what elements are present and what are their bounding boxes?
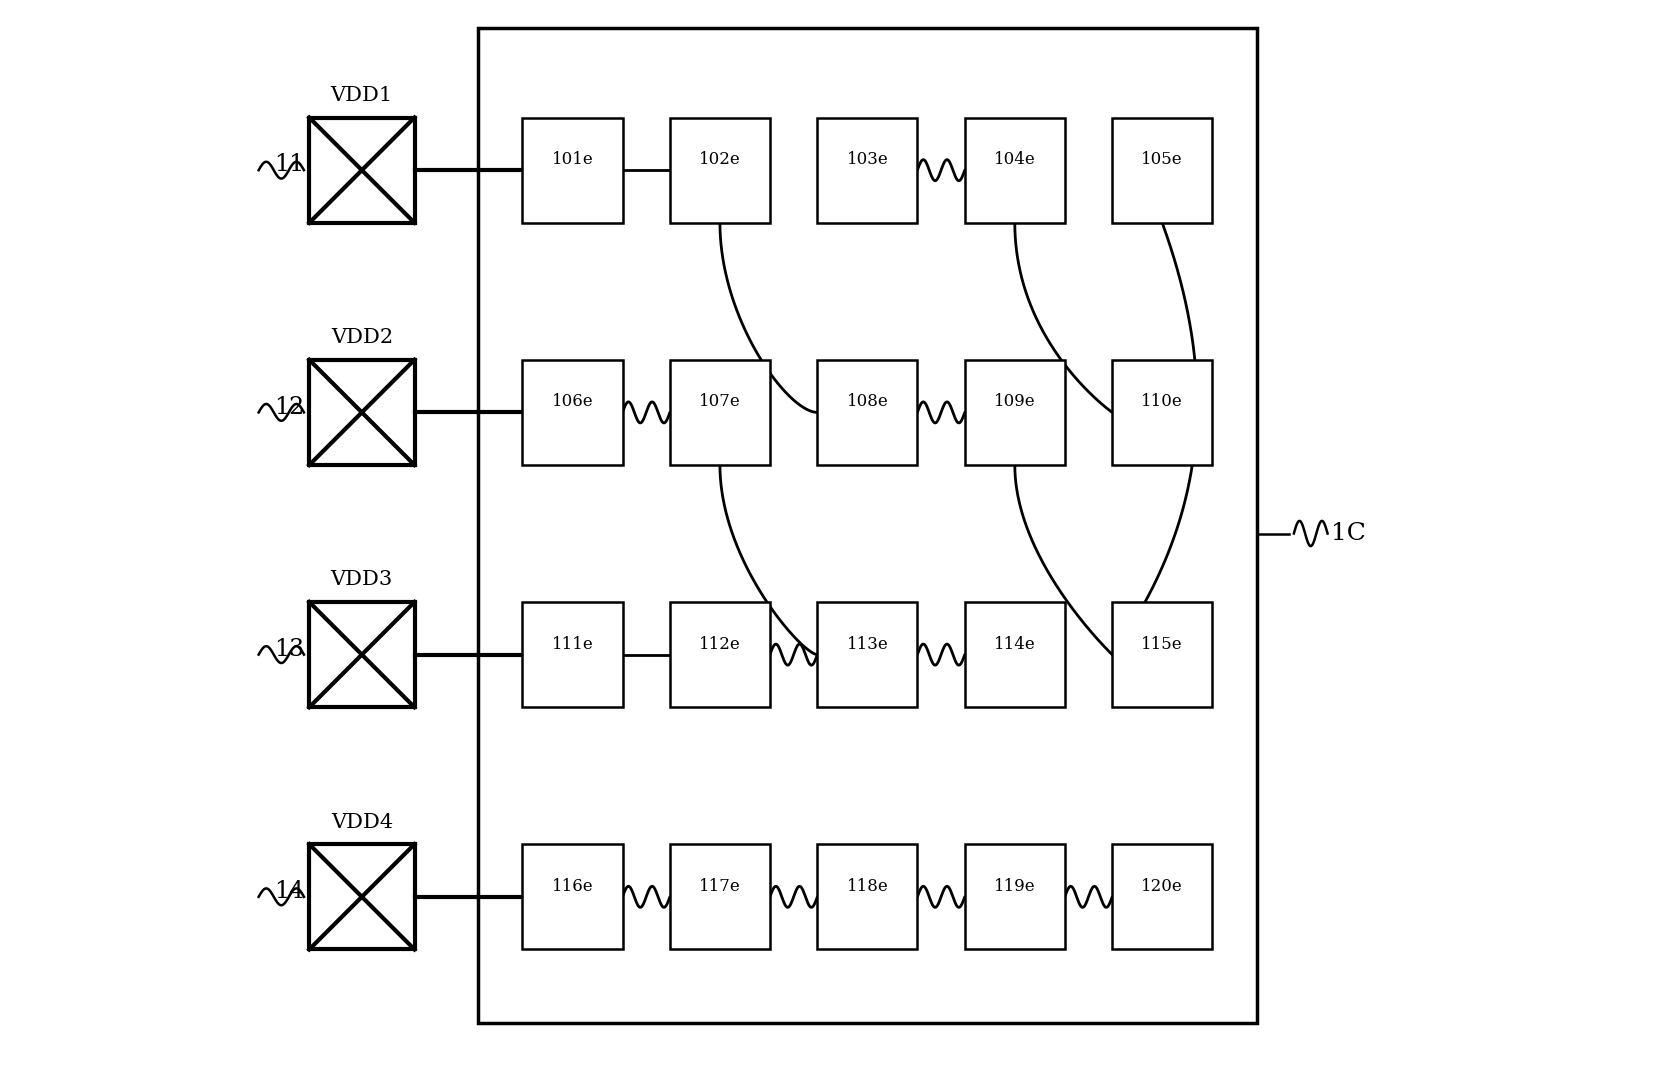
- Bar: [965, 117, 1065, 223]
- Bar: [478, 28, 1257, 1023]
- Bar: [817, 117, 917, 223]
- Bar: [817, 602, 917, 707]
- Text: 116e: 116e: [551, 878, 593, 895]
- Text: 103e: 103e: [847, 152, 889, 169]
- Text: 117e: 117e: [699, 878, 741, 895]
- Bar: [669, 602, 771, 707]
- Bar: [1113, 360, 1213, 465]
- Bar: [523, 844, 623, 950]
- Bar: [309, 360, 415, 465]
- Bar: [1113, 117, 1213, 223]
- Text: 114e: 114e: [993, 636, 1036, 653]
- Bar: [669, 360, 771, 465]
- Bar: [1113, 844, 1213, 950]
- Text: 107e: 107e: [699, 394, 741, 411]
- Text: 106e: 106e: [551, 394, 593, 411]
- Text: 13: 13: [274, 638, 304, 660]
- Bar: [669, 844, 771, 950]
- Text: 109e: 109e: [993, 394, 1035, 411]
- Text: 1C: 1C: [1330, 522, 1365, 545]
- Bar: [669, 117, 771, 223]
- Bar: [965, 602, 1065, 707]
- Text: 101e: 101e: [551, 152, 593, 169]
- Bar: [965, 360, 1065, 465]
- Text: 105e: 105e: [1141, 152, 1183, 169]
- Text: VDD1: VDD1: [331, 85, 394, 105]
- Bar: [817, 360, 917, 465]
- Text: 111e: 111e: [551, 636, 593, 653]
- Bar: [965, 844, 1065, 950]
- Bar: [309, 844, 415, 950]
- Text: 119e: 119e: [993, 878, 1035, 895]
- Text: 118e: 118e: [847, 878, 889, 895]
- Text: 102e: 102e: [699, 152, 741, 169]
- Bar: [523, 360, 623, 465]
- Bar: [1113, 602, 1213, 707]
- Bar: [309, 602, 415, 707]
- Text: 12: 12: [274, 396, 304, 418]
- Bar: [309, 117, 415, 223]
- Text: 110e: 110e: [1141, 394, 1183, 411]
- Text: 112e: 112e: [699, 636, 741, 653]
- Bar: [817, 844, 917, 950]
- Text: VDD3: VDD3: [331, 571, 394, 589]
- Text: VDD4: VDD4: [331, 813, 394, 831]
- Bar: [523, 117, 623, 223]
- Bar: [523, 602, 623, 707]
- Text: 120e: 120e: [1141, 878, 1183, 895]
- Text: 104e: 104e: [993, 152, 1036, 169]
- Text: VDD2: VDD2: [331, 328, 394, 347]
- Text: 14: 14: [274, 880, 304, 903]
- Text: 113e: 113e: [847, 636, 889, 653]
- Text: 11: 11: [274, 154, 304, 176]
- Text: 108e: 108e: [847, 394, 889, 411]
- Text: 115e: 115e: [1141, 636, 1183, 653]
